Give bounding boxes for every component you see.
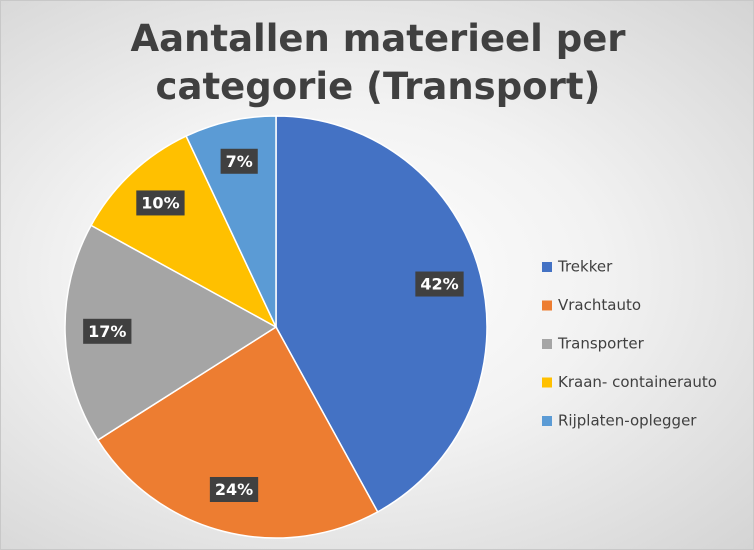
legend-label: Transporter — [557, 335, 645, 353]
pie-slice — [96, 325, 379, 539]
data-label-box — [83, 318, 132, 344]
data-label-box — [415, 271, 464, 297]
legend-swatch — [542, 377, 552, 388]
data-label-box — [209, 476, 259, 502]
data-label: 24% — [215, 480, 253, 499]
data-label: 42% — [420, 275, 458, 294]
data-label-box — [136, 190, 185, 216]
chart-title: Aantallen materieel per categorie (Trans… — [130, 17, 626, 108]
legend-swatch — [542, 300, 552, 311]
legend-label: Trekker — [557, 258, 613, 276]
data-label-box — [220, 148, 258, 174]
data-label: 17% — [88, 322, 126, 341]
legend-swatch — [542, 339, 552, 349]
data-label: 10% — [141, 193, 179, 212]
legend-swatch — [542, 262, 552, 272]
pie-slice — [275, 115, 488, 513]
legend-label: Rijplaten-oplegger — [558, 412, 697, 430]
legend-label: Kraan- containerauto — [558, 373, 717, 391]
data-label: 7% — [226, 152, 253, 171]
legend-swatch — [542, 416, 552, 426]
pie-slice — [90, 135, 278, 329]
pie-slice — [64, 224, 278, 442]
legend-label: Vrachtauto — [558, 296, 641, 314]
